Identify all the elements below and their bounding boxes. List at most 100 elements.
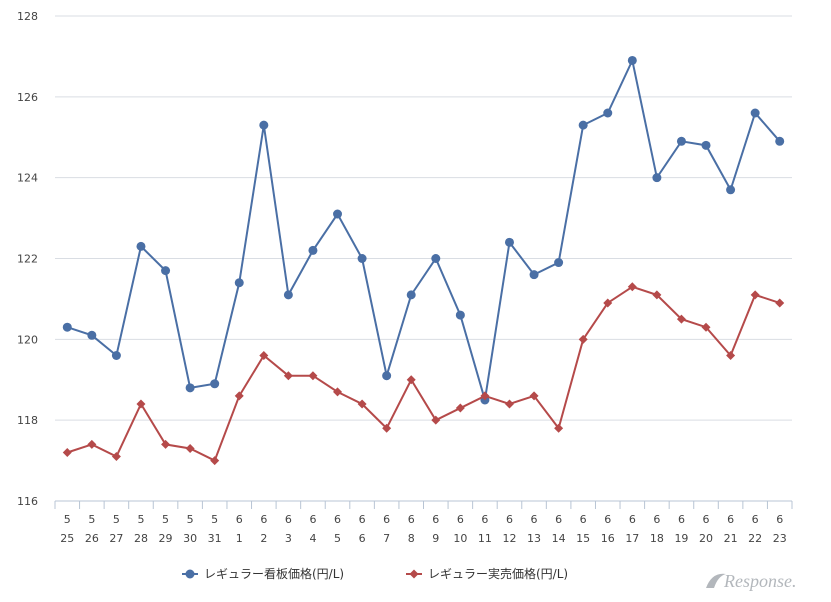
x-tick-month: 6 (776, 513, 783, 526)
data-point-0 (234, 278, 244, 288)
x-tick-day: 26 (85, 532, 99, 545)
legend-label-0: レギュラー看板価格(円/L) (204, 566, 344, 581)
x-tick-month: 5 (162, 513, 169, 526)
data-point-0 (676, 136, 686, 146)
data-point-1 (333, 387, 343, 397)
x-tick-day: 15 (576, 532, 590, 545)
x-tick-month: 6 (727, 513, 734, 526)
data-point-0 (308, 245, 318, 255)
data-point-0 (382, 371, 392, 381)
logo-wordmark: Response. (723, 571, 796, 591)
data-point-0 (333, 209, 343, 219)
y-tick-label: 118 (17, 414, 38, 427)
data-point-1 (726, 351, 736, 360)
data-point-1 (455, 403, 465, 413)
x-tick-month: 5 (113, 513, 120, 526)
data-point-1 (185, 443, 195, 453)
x-tick-day: 4 (309, 532, 316, 545)
data-point-0 (529, 270, 539, 280)
x-tick-month: 6 (481, 513, 488, 526)
data-point-1 (382, 423, 392, 433)
x-tick-day: 6 (359, 532, 366, 545)
x-tick-day: 2 (260, 532, 267, 545)
x-tick-day: 1 (236, 532, 243, 545)
x-tick-day: 21 (724, 532, 738, 545)
x-tick-month: 5 (64, 513, 71, 526)
data-point-1 (627, 282, 637, 292)
data-point-1 (578, 334, 588, 344)
x-tick-month: 6 (260, 513, 267, 526)
data-point-0 (554, 258, 564, 268)
x-tick-month: 6 (285, 513, 292, 526)
x-tick-day: 3 (285, 532, 292, 545)
x-axis-ticks: 5255265275285295305316162636465666768696… (60, 513, 786, 545)
x-tick-day: 25 (60, 532, 74, 545)
data-point-0 (111, 351, 121, 360)
x-tick-day: 28 (134, 532, 148, 545)
data-point-0 (406, 290, 416, 300)
y-axis-ticks: 116 118 120 122 124 126 128 (17, 10, 38, 508)
data-point-1 (676, 314, 686, 324)
data-point-1 (750, 290, 760, 300)
data-point-1 (652, 290, 662, 300)
legend-marker-0 (185, 569, 195, 579)
y-tick-label: 126 (17, 91, 38, 104)
x-tick-month: 6 (678, 513, 685, 526)
x-tick-month: 6 (309, 513, 316, 526)
x-tick-month: 5 (211, 513, 218, 526)
data-point-0 (701, 140, 711, 150)
series-line-0 (66, 57, 781, 401)
data-point-1 (504, 399, 514, 409)
data-point-0 (455, 310, 465, 320)
data-point-1 (210, 456, 220, 466)
y-tick-label: 116 (17, 495, 38, 508)
x-tick-month: 6 (555, 513, 562, 526)
data-point-1 (308, 371, 318, 381)
x-tick-day: 19 (674, 532, 688, 545)
x-tick-day: 17 (625, 532, 639, 545)
x-tick-day: 13 (527, 532, 541, 545)
x-tick-month: 6 (236, 513, 243, 526)
data-point-1 (554, 423, 564, 433)
y-tick-label: 128 (17, 10, 38, 23)
data-point-1 (259, 351, 269, 360)
x-tick-month: 6 (432, 513, 439, 526)
legend: レギュラー看板価格(円/L) レギュラー実売価格(円/L) (182, 566, 568, 581)
x-tick-month: 6 (457, 513, 464, 526)
x-tick-day: 20 (699, 532, 713, 545)
x-tick-day: 7 (383, 532, 390, 545)
x-tick-day: 31 (208, 532, 222, 545)
data-point-1 (111, 452, 121, 462)
data-point-0 (210, 379, 220, 389)
data-point-1 (234, 391, 244, 401)
data-series (62, 55, 785, 466)
x-tick-day: 30 (183, 532, 197, 545)
data-point-0 (62, 322, 72, 332)
x-tick-month: 5 (187, 513, 194, 526)
x-tick-day: 18 (650, 532, 664, 545)
x-tick-day: 10 (453, 532, 467, 545)
data-point-1 (431, 415, 441, 425)
x-tick-month: 6 (629, 513, 636, 526)
data-point-0 (504, 237, 514, 247)
legend-marker-1 (409, 569, 419, 579)
data-point-0 (775, 136, 785, 146)
x-tick-day: 5 (334, 532, 341, 545)
data-point-0 (87, 330, 97, 340)
x-tick-month: 6 (703, 513, 710, 526)
x-tick-month: 5 (137, 513, 144, 526)
data-point-1 (161, 439, 171, 449)
x-tick-month: 6 (752, 513, 759, 526)
data-point-1 (62, 448, 72, 457)
y-tick-label: 122 (17, 253, 38, 266)
x-tick-month: 6 (383, 513, 390, 526)
data-point-0 (726, 185, 736, 195)
data-point-0 (357, 254, 367, 263)
x-tick-month: 6 (580, 513, 587, 526)
x-tick-day: 16 (601, 532, 615, 545)
data-point-1 (357, 399, 367, 409)
x-tick-month: 6 (408, 513, 415, 526)
data-point-1 (87, 439, 97, 449)
x-tick-month: 6 (506, 513, 513, 526)
x-tick-day: 14 (552, 532, 566, 545)
